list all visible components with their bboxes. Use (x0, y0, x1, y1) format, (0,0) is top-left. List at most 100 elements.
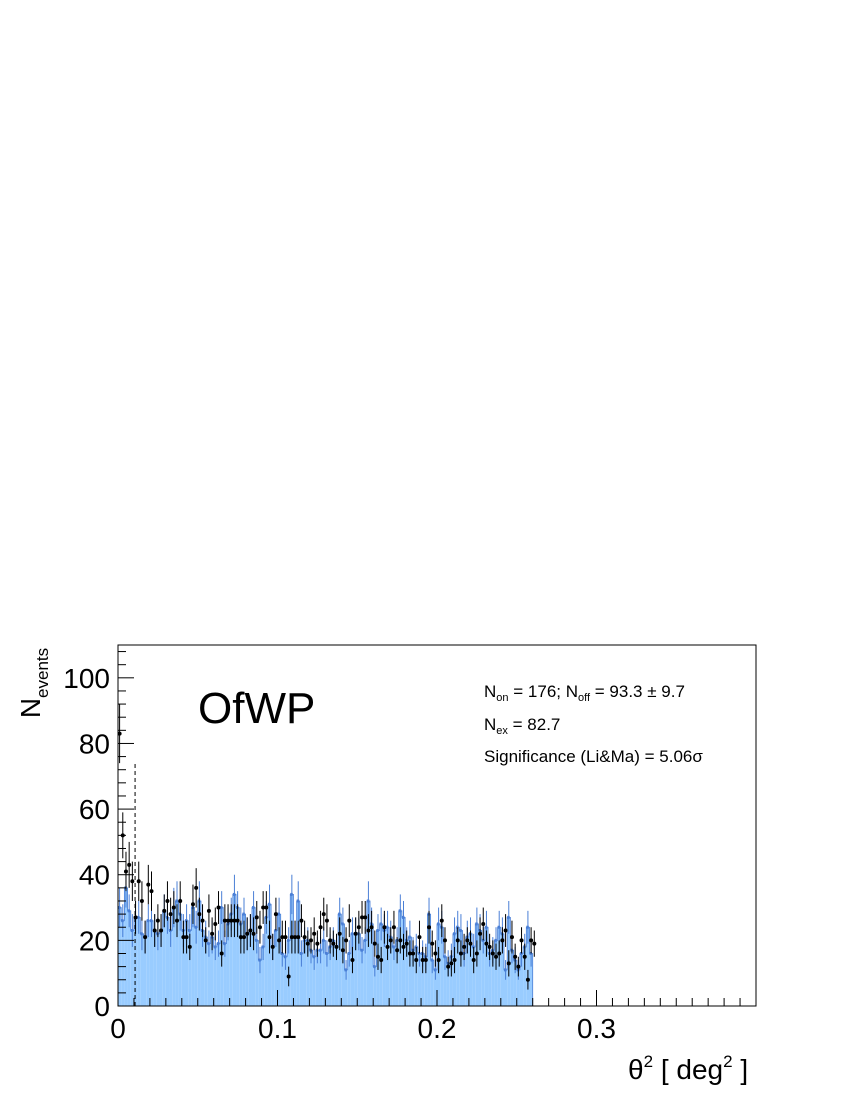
background-marker (121, 919, 124, 923)
background-bar (251, 907, 256, 1006)
background-marker (188, 929, 191, 933)
on-point (382, 925, 387, 930)
background-bar (523, 946, 527, 1006)
on-point (149, 889, 154, 894)
background-marker (299, 951, 303, 955)
x-tick-label: 0.2 (418, 1013, 457, 1044)
on-point (308, 938, 313, 943)
background-bar (529, 953, 533, 1006)
background-bar (315, 950, 319, 1006)
background-marker (146, 919, 150, 923)
on-point (315, 941, 320, 946)
background-bar (140, 933, 144, 1006)
background-marker (322, 938, 325, 942)
background-marker (318, 948, 322, 952)
background-bar (465, 937, 469, 1006)
on-point (337, 931, 342, 936)
background-marker (401, 915, 405, 919)
background-bar (261, 946, 265, 1006)
on-point (175, 918, 180, 923)
background-bar (481, 940, 485, 1006)
on-point (423, 958, 428, 963)
on-point (420, 958, 425, 963)
on-point (446, 964, 451, 969)
background-marker (341, 922, 344, 926)
x-axis-label: θ2 [ deg2 ] (628, 1052, 748, 1086)
background-bar (456, 927, 460, 1006)
on-point (417, 935, 422, 940)
on-point (305, 941, 310, 946)
noff-value: = 93.3 ± 9.7 (590, 682, 685, 701)
on-point (312, 931, 317, 936)
on-point (251, 931, 256, 936)
background-bar (341, 923, 345, 1006)
y-tick-label: 0 (94, 991, 110, 1022)
background-bar (229, 914, 233, 1006)
background-bar (468, 933, 473, 1006)
on-point (455, 938, 460, 943)
on-point (395, 948, 400, 953)
background-bar (165, 917, 170, 1006)
background-bar (440, 927, 444, 1006)
background-marker (287, 938, 290, 942)
background-bar (389, 937, 393, 1006)
background-bar (169, 930, 173, 1006)
non-sub: on (496, 692, 509, 704)
background-bar (334, 946, 339, 1006)
background-marker (347, 951, 351, 955)
background-bar (414, 946, 418, 1006)
on-point (385, 944, 390, 949)
background-bar (398, 910, 402, 1006)
background-marker (137, 915, 140, 919)
on-point (334, 944, 339, 949)
on-point (283, 935, 288, 940)
on-point (197, 912, 202, 917)
on-point (165, 898, 170, 903)
stat-nex: Nex = 82.7 (484, 715, 560, 737)
on-point (229, 918, 234, 923)
y-axis-label: Nevents (15, 628, 53, 738)
on-point (318, 925, 323, 930)
on-point (171, 905, 176, 910)
on-point (328, 938, 333, 943)
on-point (194, 885, 199, 890)
y-tick-label: 20 (79, 925, 110, 956)
background-bar (124, 887, 128, 1006)
on-point (178, 898, 183, 903)
on-point (222, 918, 227, 923)
on-point (353, 931, 358, 936)
background-bar (178, 914, 182, 1006)
background-bar (267, 904, 272, 1006)
on-point (519, 938, 524, 943)
on-source-points (117, 704, 537, 990)
on-point (289, 935, 294, 940)
x-label-unit-power: 2 (723, 1052, 733, 1071)
background-bar (312, 956, 316, 1006)
background-marker (443, 955, 446, 959)
background-bar (500, 933, 504, 1006)
background-marker (223, 942, 226, 946)
on-point (226, 918, 231, 923)
background-marker (484, 925, 488, 929)
background-bar (331, 940, 335, 1006)
y-label-sub: events (33, 647, 52, 698)
on-point (293, 935, 298, 940)
background-bar (210, 937, 214, 1006)
background-bar (194, 927, 198, 1006)
background-bar (363, 940, 367, 1006)
on-point (497, 951, 502, 956)
background-marker (312, 955, 316, 959)
background-bar (405, 940, 409, 1006)
background-bar (239, 923, 243, 1006)
background-marker (408, 935, 411, 939)
on-point (321, 912, 326, 917)
on-point (136, 879, 141, 884)
on-point (468, 941, 473, 946)
background-bar (200, 930, 205, 1006)
on-point (133, 915, 138, 920)
background-marker (459, 929, 462, 933)
chart-title: OfWP (198, 684, 316, 733)
background-bar (191, 907, 195, 1006)
on-point (347, 918, 352, 923)
on-point (360, 915, 365, 920)
